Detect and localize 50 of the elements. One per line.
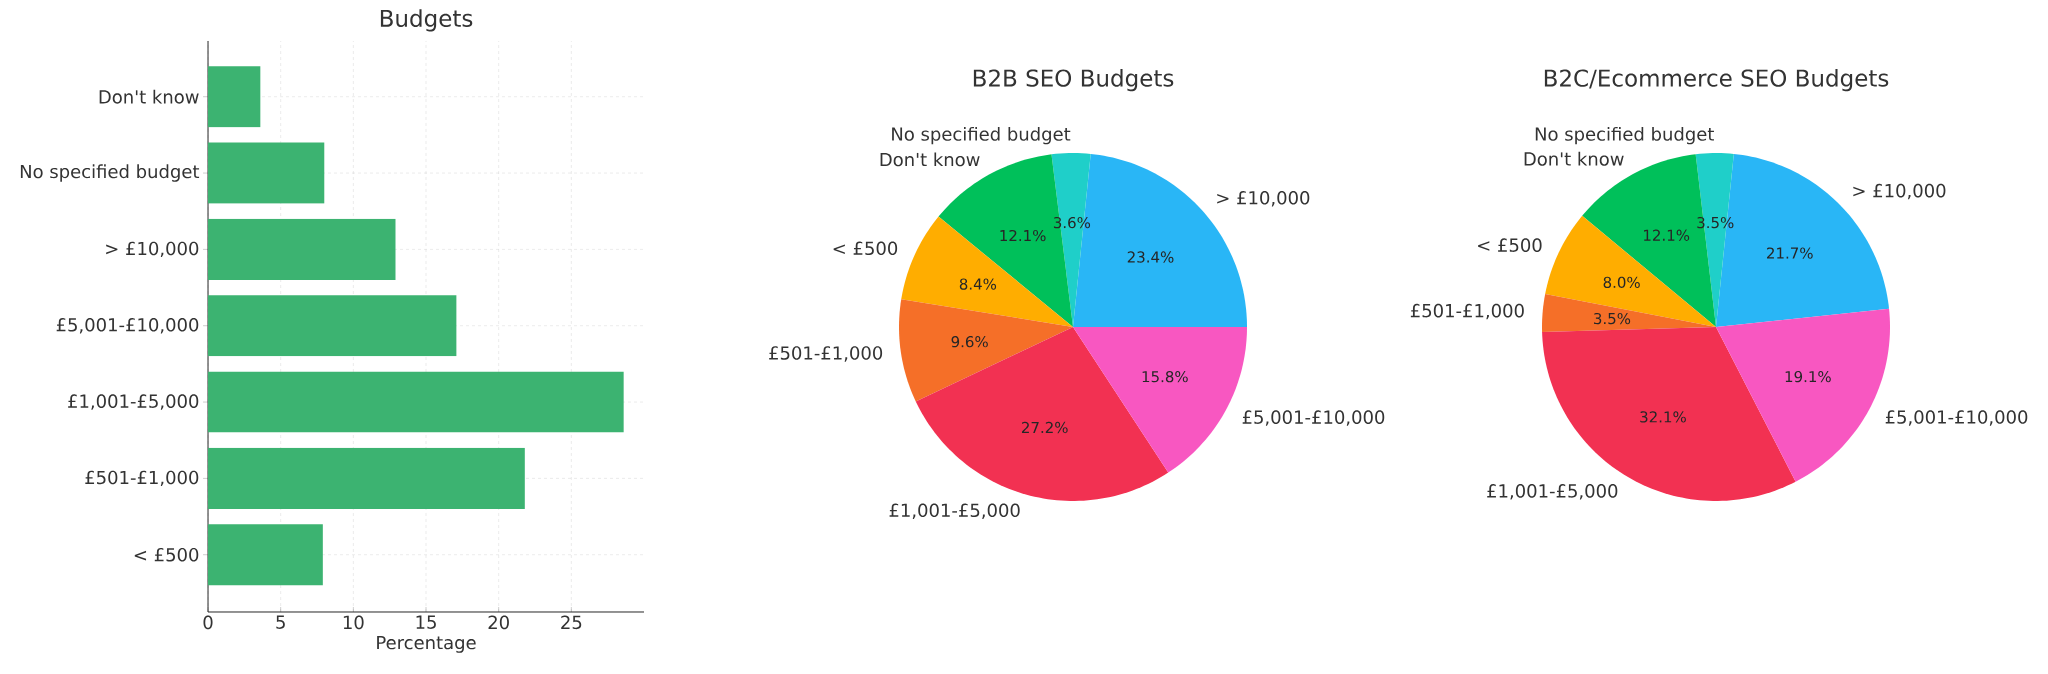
bar: [208, 66, 261, 128]
data-label: 19.1%: [1785, 370, 1831, 383]
slice-label: £501-£1,000: [769, 346, 883, 362]
bar: [208, 447, 525, 509]
slice-label: No specified budget: [892, 126, 1071, 145]
chart-title: B2B SEO Budgets: [973, 68, 1174, 92]
data-label: 9.6%: [951, 336, 988, 348]
y-tick-label: No specified budget: [20, 164, 200, 182]
x-tick-label: 15: [416, 615, 436, 629]
x-axis-title: Percentage: [377, 635, 476, 653]
x-tick-label: 10: [343, 615, 364, 630]
data-label: 21.7%: [1767, 247, 1813, 259]
y-tick-label: £5,001-£10,000: [56, 318, 199, 334]
bar: [208, 371, 624, 433]
data-label: 15.8%: [1142, 370, 1188, 383]
slice-label: < £500: [1478, 238, 1542, 252]
x-tick-label: 20: [488, 615, 509, 630]
slice-label: Don't know: [880, 152, 980, 167]
bar: [208, 295, 457, 357]
bar: [208, 218, 396, 280]
slice-label: No specified budget: [1535, 126, 1714, 145]
y-tick-label: < £500: [134, 547, 199, 562]
x-tick-label: 0: [203, 615, 213, 630]
data-label: 12.1%: [1644, 229, 1690, 241]
chart-title: Budgets: [380, 9, 473, 32]
slice-label: Don't know: [1524, 151, 1624, 166]
data-label: 12.1%: [1000, 229, 1046, 242]
x-tick-label: 25: [561, 615, 582, 630]
slice-label: < £500: [833, 241, 898, 256]
y-tick-label: £501-£1,000: [85, 470, 199, 487]
slice-label: £501-£1,000: [1410, 303, 1524, 320]
data-label: 8.4%: [959, 278, 997, 290]
bar: [208, 142, 325, 204]
data-label: 23.4%: [1127, 251, 1174, 263]
data-label: 8.0%: [1603, 276, 1640, 289]
x-tick-label: 5: [276, 615, 285, 629]
y-tick-label: > £10,000: [106, 241, 199, 258]
data-label: 27.2%: [1021, 421, 1068, 434]
slice-label: £1,001-£5,000: [1487, 484, 1618, 500]
y-tick-label: Don't know: [99, 89, 199, 104]
data-label: 3.5%: [1594, 312, 1631, 325]
slice-label: > £10,000: [1217, 190, 1310, 207]
chart-title: B2C/Ecommerce SEO Budgets: [1544, 68, 1889, 92]
slice-label: £5,001-£10,000: [1242, 410, 1385, 426]
slice-label: £1,001-£5,000: [889, 503, 1020, 519]
slice-label: > £10,000: [1853, 183, 1946, 200]
y-tick-label: £1,001-£5,000: [68, 394, 199, 410]
bar: [208, 524, 323, 586]
data-label: 32.1%: [1640, 411, 1686, 423]
slice-label: £5,001-£10,000: [1885, 410, 2028, 426]
